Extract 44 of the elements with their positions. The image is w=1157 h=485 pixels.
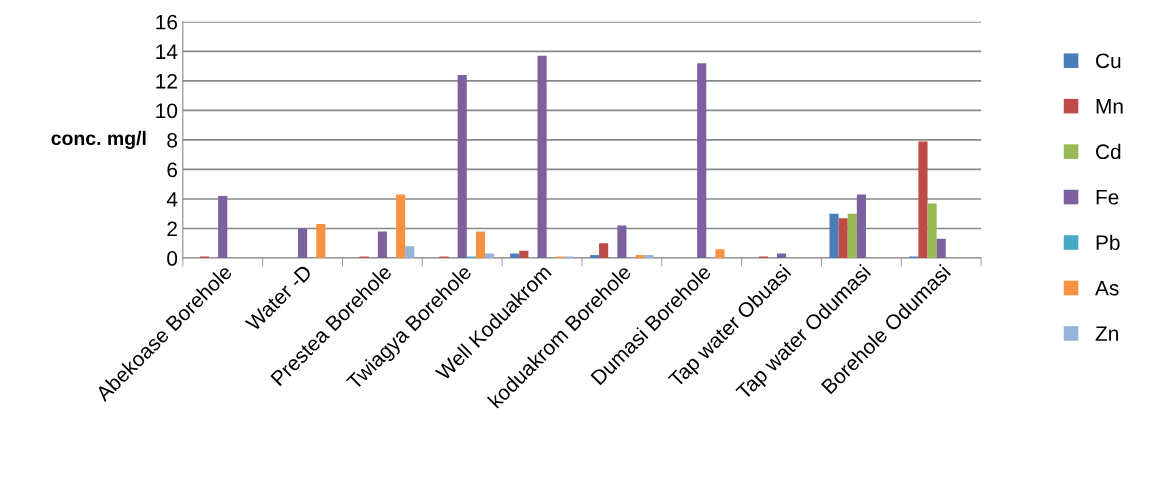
bar <box>485 253 495 259</box>
bar <box>457 74 467 259</box>
y-tick-label: 6 <box>167 162 178 178</box>
legend-label: As <box>1095 280 1119 296</box>
bar <box>316 224 326 259</box>
y-tick-label: 12 <box>156 73 177 89</box>
y-tick-label: 14 <box>156 44 178 59</box>
y-axis-title: conc. mg/l <box>51 130 146 150</box>
bar <box>599 243 609 259</box>
bar <box>635 255 645 259</box>
bar <box>697 63 707 259</box>
legend-label: Pb <box>1096 234 1120 251</box>
legend-label: Zn <box>1095 326 1118 341</box>
bar <box>537 55 547 259</box>
bar <box>715 249 725 259</box>
legend-label: Fe <box>1096 190 1119 205</box>
y-tick-label: 8 <box>167 132 178 148</box>
bar <box>936 238 946 259</box>
bar <box>838 218 848 259</box>
bar <box>829 213 839 259</box>
legend-label: Mn <box>1096 99 1123 114</box>
bar <box>589 255 600 259</box>
bar <box>405 246 415 259</box>
bar <box>847 213 857 259</box>
bar <box>396 194 406 259</box>
bar <box>856 194 866 259</box>
y-tick-label: 16 <box>156 14 178 30</box>
bar <box>644 255 654 259</box>
bar <box>927 203 937 259</box>
y-tick-label: 2 <box>167 221 177 237</box>
y-tick-label: 4 <box>166 192 178 207</box>
legend-label: Cd <box>1096 143 1121 160</box>
bar <box>377 231 387 259</box>
bar <box>218 196 228 259</box>
bar <box>617 225 627 259</box>
bar <box>475 231 486 259</box>
bar <box>510 253 520 259</box>
y-tick-label: 10 <box>156 103 178 119</box>
bar <box>918 141 928 259</box>
bar <box>776 253 787 259</box>
y-tick-label: 0 <box>167 251 178 266</box>
bar <box>297 228 308 259</box>
legend-label: Cu <box>1096 53 1121 69</box>
bar <box>519 250 529 259</box>
